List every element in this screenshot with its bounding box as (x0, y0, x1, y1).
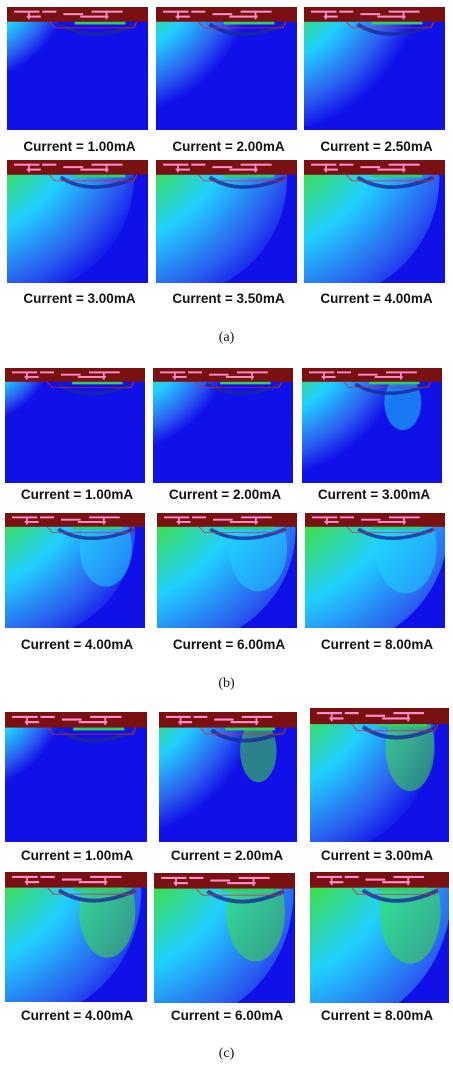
heatmap-graphic (310, 708, 449, 842)
caption-a3: Current = 2.50mA (320, 139, 433, 154)
panel-b6 (305, 513, 445, 628)
panel-c5 (154, 873, 295, 1003)
caption-b6: Current = 8.00mA (320, 637, 434, 652)
caption-b4: Current = 4.00mA (20, 637, 134, 652)
caption-a4: Current = 3.00mA (23, 291, 136, 306)
panel-b1 (5, 368, 145, 483)
panel-b3 (302, 368, 442, 483)
heatmap-graphic (5, 872, 147, 1002)
heatmap-graphic (156, 7, 297, 130)
caption-b1: Current = 1.00mA (20, 487, 134, 502)
caption-b5: Current = 6.00mA (172, 637, 286, 652)
heatmap-graphic (153, 368, 293, 483)
heatmap-graphic (302, 368, 442, 483)
heatmap-graphic (5, 368, 145, 483)
caption-c4: Current = 4.00mA (20, 1008, 134, 1023)
caption-a5: Current = 3.50mA (172, 291, 285, 306)
panel-a1 (7, 7, 148, 130)
panel-c2 (159, 712, 297, 842)
section-label-c: (c) (218, 1046, 235, 1061)
caption-c1: Current = 1.00mA (20, 848, 134, 863)
heatmap-graphic (304, 7, 445, 130)
caption-b3: Current = 3.00mA (317, 487, 431, 502)
heatmap-graphic (7, 160, 148, 283)
panel-c1 (5, 712, 147, 842)
section-label-a: (a) (218, 330, 235, 345)
heatmap-graphic (5, 712, 147, 842)
caption-b2: Current = 2.00mA (168, 487, 282, 502)
panel-c4 (5, 872, 147, 1002)
caption-c6: Current = 8.00mA (320, 1008, 434, 1023)
heatmap-graphic (310, 872, 449, 1003)
caption-a2: Current = 2.00mA (172, 139, 285, 154)
heatmap-graphic (154, 873, 295, 1003)
caption-a6: Current = 4.00mA (320, 291, 433, 306)
heatmap-graphic (305, 513, 445, 628)
caption-c3: Current = 3.00mA (320, 848, 434, 863)
heatmap-graphic (159, 712, 297, 842)
heatmap-graphic (5, 513, 145, 628)
panel-b2 (153, 368, 293, 483)
caption-c2: Current = 2.00mA (170, 848, 284, 863)
heatmap-graphic (157, 513, 297, 628)
panel-a4 (7, 160, 148, 283)
panel-b4 (5, 513, 145, 628)
panel-a5 (156, 160, 297, 283)
panel-c6 (310, 872, 449, 1003)
heatmap-graphic (156, 160, 297, 283)
heatmap-graphic (7, 7, 148, 130)
section-label-b: (b) (218, 676, 235, 691)
panel-b5 (157, 513, 297, 628)
panel-c3 (310, 708, 449, 842)
heatmap-graphic (304, 160, 445, 283)
caption-a1: Current = 1.00mA (23, 139, 136, 154)
panel-a6 (304, 160, 445, 283)
caption-c5: Current = 6.00mA (170, 1008, 284, 1023)
panel-a3 (304, 7, 445, 130)
panel-a2 (156, 7, 297, 130)
